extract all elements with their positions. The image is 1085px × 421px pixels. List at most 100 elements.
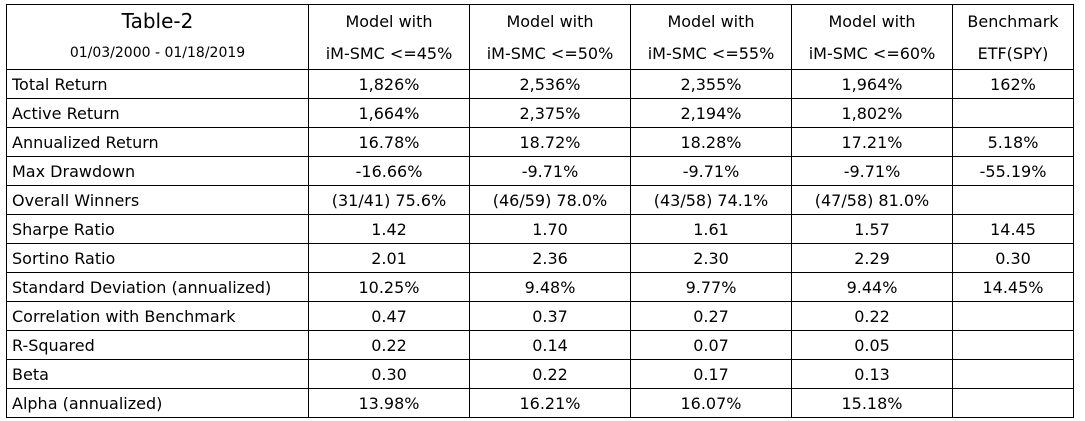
header-row-top: Table-2 Model with Model with Model with… <box>6 4 1074 37</box>
cell-value: 1,964% <box>791 69 953 99</box>
cell-value: 1,802% <box>791 98 953 128</box>
table-row: Overall Winners (31/41) 75.6% (46/59) 78.0… <box>6 185 1074 215</box>
row-label: Total Return <box>6 69 309 99</box>
cell-value: 1.70 <box>469 214 631 244</box>
column-header-3-line1: Model with <box>630 4 792 37</box>
row-label: Sortino Ratio <box>6 243 309 273</box>
header-row-bottom: 01/03/2000 - 01/18/2019 iM-SMC <=45% iM-… <box>6 37 1074 70</box>
column-header-4-line1: Model with <box>791 4 953 37</box>
cell-value <box>952 98 1074 128</box>
cell-value: 1.42 <box>308 214 470 244</box>
cell-value: 0.37 <box>469 301 631 331</box>
performance-table: Table-2 Model with Model with Model with… <box>6 4 1074 418</box>
row-label: R-Squared <box>6 330 309 360</box>
cell-value: 0.30 <box>952 243 1074 273</box>
column-header-5-line2: ETF(SPY) <box>952 37 1074 70</box>
cell-value: 1,826% <box>308 69 470 99</box>
table-row: Sharpe Ratio 1.42 1.70 1.61 1.57 14.45 <box>6 214 1074 244</box>
cell-value: 10.25% <box>308 272 470 302</box>
cell-value: 0.30 <box>308 359 470 389</box>
table-row: Annualized Return 16.78% 18.72% 18.28% 17.21… <box>6 127 1074 157</box>
table-row: Active Return 1,664% 2,375% 2,194% 1,802% <box>6 98 1074 128</box>
table-container: Table-2 Model with Model with Model with… <box>6 4 1074 418</box>
cell-value: 9.44% <box>791 272 953 302</box>
cell-value: (46/59) 78.0% <box>469 185 631 215</box>
cell-value: 1,664% <box>308 98 470 128</box>
cell-value: (43/58) 74.1% <box>630 185 792 215</box>
cell-value: 2.36 <box>469 243 631 273</box>
cell-value: 0.27 <box>630 301 792 331</box>
cell-value <box>952 330 1074 360</box>
cell-value: 16.21% <box>469 388 631 418</box>
cell-value: 0.05 <box>791 330 953 360</box>
cell-value: (47/58) 81.0% <box>791 185 953 215</box>
cell-value: 0.22 <box>791 301 953 331</box>
cell-value: 2,194% <box>630 98 792 128</box>
column-header-5-line1: Benchmark <box>952 4 1074 37</box>
cell-value: 0.47 <box>308 301 470 331</box>
cell-value: 2,375% <box>469 98 631 128</box>
cell-value: 2,355% <box>630 69 792 99</box>
table-title: Table-2 <box>121 9 194 33</box>
table-row: Total Return 1,826% 2,536% 2,355% 1,964% 162% <box>6 69 1074 99</box>
cell-value <box>952 301 1074 331</box>
cell-value: (31/41) 75.6% <box>308 185 470 215</box>
cell-value: 0.17 <box>630 359 792 389</box>
row-label: Correlation with Benchmark <box>6 301 309 331</box>
cell-value: 18.28% <box>630 127 792 157</box>
cell-value: 14.45 <box>952 214 1074 244</box>
cell-value: 14.45% <box>952 272 1074 302</box>
cell-value: 18.72% <box>469 127 631 157</box>
cell-value: 0.13 <box>791 359 953 389</box>
cell-value: 2.30 <box>630 243 792 273</box>
cell-value: 0.14 <box>469 330 631 360</box>
cell-value <box>952 388 1074 418</box>
column-header-2-line1: Model with <box>469 4 631 37</box>
column-header-1-line2: iM-SMC <=45% <box>308 37 470 70</box>
row-label: Standard Deviation (annualized) <box>6 272 309 302</box>
table-row: Sortino Ratio 2.01 2.36 2.30 2.29 0.30 <box>6 243 1074 273</box>
cell-value: 0.07 <box>630 330 792 360</box>
column-header-2-line2: iM-SMC <=50% <box>469 37 631 70</box>
row-label: Sharpe Ratio <box>6 214 309 244</box>
table-row: R-Squared 0.22 0.14 0.07 0.05 <box>6 330 1074 360</box>
table-title-cell: Table-2 <box>6 4 309 37</box>
table-row: Alpha (annualized) 13.98% 16.21% 16.07% 15.1… <box>6 388 1074 418</box>
row-label: Overall Winners <box>6 185 309 215</box>
cell-value: -16.66% <box>308 156 470 186</box>
date-range: 01/03/2000 - 01/18/2019 <box>6 37 309 70</box>
cell-value: 15.18% <box>791 388 953 418</box>
cell-value <box>952 185 1074 215</box>
table-row: Max Drawdown -16.66% -9.71% -9.71% -9.71% -55… <box>6 156 1074 186</box>
cell-value: -55.19% <box>952 156 1074 186</box>
cell-value: 9.48% <box>469 272 631 302</box>
cell-value: 1.57 <box>791 214 953 244</box>
cell-value: 1.61 <box>630 214 792 244</box>
cell-value: 5.18% <box>952 127 1074 157</box>
table-row: Beta 0.30 0.22 0.17 0.13 <box>6 359 1074 389</box>
cell-value: 9.77% <box>630 272 792 302</box>
cell-value: 2.29 <box>791 243 953 273</box>
cell-value: 0.22 <box>308 330 470 360</box>
row-label: Active Return <box>6 98 309 128</box>
cell-value: -9.71% <box>469 156 631 186</box>
cell-value: 2,536% <box>469 69 631 99</box>
cell-value <box>952 359 1074 389</box>
cell-value: 162% <box>952 69 1074 99</box>
column-header-4-line2: iM-SMC <=60% <box>791 37 953 70</box>
column-header-3-line2: iM-SMC <=55% <box>630 37 792 70</box>
cell-value: 13.98% <box>308 388 470 418</box>
cell-value: 16.78% <box>308 127 470 157</box>
row-label: Annualized Return <box>6 127 309 157</box>
cell-value: -9.71% <box>791 156 953 186</box>
row-label: Alpha (annualized) <box>6 388 309 418</box>
table-row: Correlation with Benchmark 0.47 0.37 0.27 0.… <box>6 301 1074 331</box>
cell-value: 16.07% <box>630 388 792 418</box>
row-label: Beta <box>6 359 309 389</box>
column-header-1-line1: Model with <box>308 4 470 37</box>
cell-value: 2.01 <box>308 243 470 273</box>
row-label: Max Drawdown <box>6 156 309 186</box>
table-row: Standard Deviation (annualized) 10.25% 9.4… <box>6 272 1074 302</box>
cell-value: -9.71% <box>630 156 792 186</box>
cell-value: 0.22 <box>469 359 631 389</box>
